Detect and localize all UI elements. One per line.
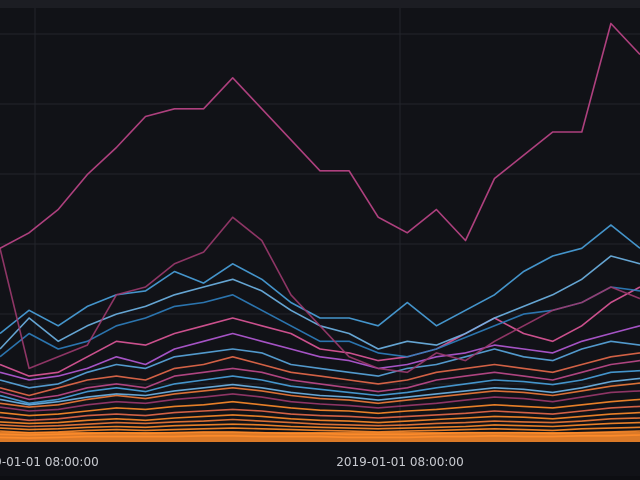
baseline-series-band: [0, 432, 640, 442]
series-line[interactable]: [0, 411, 640, 425]
series-line[interactable]: [0, 216, 640, 374]
series-line[interactable]: [0, 369, 640, 405]
panel-bottom-edge: [0, 476, 640, 480]
x-tick-label: 2019-01-01 08:00:00: [336, 455, 464, 469]
series-line[interactable]: [0, 377, 640, 406]
line-chart-plot[interactable]: [0, 0, 640, 450]
grid: [0, 8, 640, 442]
series-line[interactable]: [0, 286, 640, 358]
series-line[interactable]: [0, 340, 640, 389]
series-line[interactable]: [0, 359, 640, 401]
series-line[interactable]: [0, 390, 640, 412]
series-line[interactable]: [0, 405, 640, 422]
x-tick-label: 2019-01-01 08:00:00: [0, 455, 99, 469]
series-line[interactable]: [0, 398, 640, 417]
series-line[interactable]: [0, 417, 640, 428]
series-line[interactable]: [0, 286, 640, 377]
panel-top-edge: [0, 0, 640, 8]
series-line[interactable]: [0, 421, 640, 431]
series-line[interactable]: [0, 224, 640, 335]
series-line[interactable]: [0, 22, 640, 250]
series-group: [0, 22, 640, 439]
series-line[interactable]: [0, 325, 640, 381]
series-line[interactable]: [0, 382, 640, 408]
series-line[interactable]: [0, 352, 640, 397]
series-line[interactable]: [0, 426, 640, 434]
